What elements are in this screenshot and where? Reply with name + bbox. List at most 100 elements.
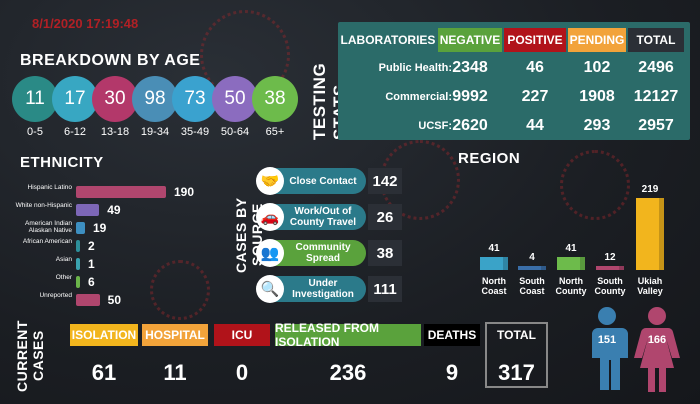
male-count: 151: [597, 334, 617, 346]
ethnicity-label: Asian: [55, 256, 72, 263]
female-figure-icon: [634, 307, 680, 392]
ethnicity-label: African American: [22, 238, 72, 245]
source-value: 111: [368, 276, 402, 302]
total-header: TOTAL: [497, 328, 536, 342]
lab-label: UCSF:: [418, 120, 452, 132]
deaths-header: DEATHS: [424, 324, 480, 346]
ethnicity-value: 50: [107, 293, 122, 307]
total-value: 317: [498, 360, 535, 385]
age-label: 13-18: [100, 126, 130, 138]
magnifier-icon: 🔍: [256, 275, 284, 303]
ethnicity-value: 6: [88, 275, 95, 289]
positive-value: 46: [526, 59, 544, 76]
positive-header: POSITIVE: [504, 28, 566, 52]
region-value: 41: [565, 242, 577, 254]
ethnicity-label: American Indian Alaskan Native: [25, 220, 72, 234]
ethnicity-bar: [76, 204, 100, 216]
region-value: 12: [604, 252, 616, 263]
ethnicity-bar: [76, 276, 80, 288]
ethnicity-value: 2: [88, 239, 95, 253]
region-label: Ukiah Valley: [637, 276, 663, 296]
ethnicity-title: ETHNICITY: [20, 154, 104, 171]
source-value: 38: [368, 240, 402, 266]
ethnicity-value: 19: [93, 221, 107, 235]
labs-header: LABORATORIES: [340, 33, 436, 47]
ethnicity-bar: [76, 222, 85, 234]
age-label: 0-5: [27, 126, 43, 138]
virus-decoration-icon: [560, 150, 630, 220]
region-bar: [596, 266, 624, 270]
region-value: 219: [641, 184, 659, 195]
region-title: REGION: [458, 150, 521, 167]
pending-header: PENDING: [568, 28, 626, 52]
total-box: [485, 322, 548, 388]
ethnicity-bar: [76, 186, 166, 198]
car-icon: 🚗: [256, 203, 284, 231]
ethnicity-value: 49: [107, 203, 121, 217]
region-label: North County: [555, 276, 587, 296]
total-header: TOTAL: [628, 28, 684, 52]
current-title: CURRENT CASES: [14, 320, 46, 392]
age-circle: 98: [132, 76, 178, 122]
negative-header: NEGATIVE: [438, 28, 502, 52]
region-value: 4: [529, 252, 535, 263]
age-label: 35-49: [180, 126, 210, 138]
deaths-value: 9: [445, 360, 459, 385]
isolation-header: ISOLATION: [70, 324, 138, 346]
age-circle: 73: [172, 76, 218, 122]
region-value: 41: [488, 242, 500, 254]
source-work-travel: 🚗 Work/Out of County Travel: [256, 203, 366, 231]
age-label: 19-34: [140, 126, 170, 138]
age-label: 50-64: [220, 126, 250, 138]
ethnicity-value: 190: [174, 185, 195, 199]
positive-value: 227: [521, 88, 549, 105]
ethnicity-bar: [76, 240, 80, 252]
region-bar: [518, 266, 546, 270]
total-value: 2496: [638, 59, 674, 76]
source-value: 142: [368, 168, 402, 194]
source-close-contact: 🤝 Close Contact: [256, 167, 366, 195]
age-title: BREAKDOWN BY AGE: [20, 52, 201, 69]
virus-decoration-icon: [150, 260, 210, 320]
male-figure-icon: [592, 307, 628, 390]
community-icon: 👥: [256, 239, 284, 267]
region-bar: [557, 256, 585, 270]
pending-value: 1908: [579, 88, 615, 105]
released-value: 236: [329, 360, 367, 385]
testing-table: LABORATORIES NEGATIVE POSITIVE PENDING T…: [338, 22, 690, 140]
icu-header: ICU: [214, 324, 270, 346]
ethnicity-label: Other: [55, 274, 72, 281]
hospital-value: 11: [163, 360, 187, 385]
lab-label: Commercial:: [385, 91, 452, 103]
region-label: North Coast: [481, 276, 507, 296]
negative-value: 2620: [452, 117, 488, 134]
source-under-investigation: 🔍 Under Investigation: [256, 275, 366, 303]
pending-value: 293: [583, 117, 611, 134]
ethnicity-bar: [76, 294, 100, 306]
ethnicity-label: Hispanic Latino: [27, 184, 72, 191]
age-circle: 17: [52, 76, 98, 122]
datetime-stamp: 8/1/2020 17:19:48: [32, 16, 139, 31]
age-label: 6-12: [63, 126, 87, 138]
icu-value: 0: [235, 360, 249, 385]
pending-value: 102: [583, 59, 611, 76]
region-label: South Coast: [519, 276, 545, 296]
region-label: South County: [594, 276, 626, 296]
hospital-header: HOSPITAL: [142, 324, 208, 346]
positive-value: 44: [526, 117, 544, 134]
total-value: 12127: [633, 88, 679, 105]
negative-value: 2348: [452, 59, 488, 76]
age-label: 65+: [265, 126, 285, 138]
ethnicity-value: 1: [88, 257, 95, 271]
ethnicity-label: Unreported: [39, 292, 72, 299]
female-count: 166: [647, 334, 667, 346]
source-community-spread: 👥 Community Spread: [256, 239, 366, 267]
lab-label: Public Health:: [378, 62, 452, 74]
source-value: 26: [368, 204, 402, 230]
age-circle: 50: [212, 76, 258, 122]
age-circle: 11: [12, 76, 58, 122]
age-circle: 30: [92, 76, 138, 122]
ethnicity-bar: [76, 258, 80, 270]
released-header: RELEASED FROM ISOLATION: [275, 321, 421, 349]
total-value: 2957: [638, 117, 674, 134]
